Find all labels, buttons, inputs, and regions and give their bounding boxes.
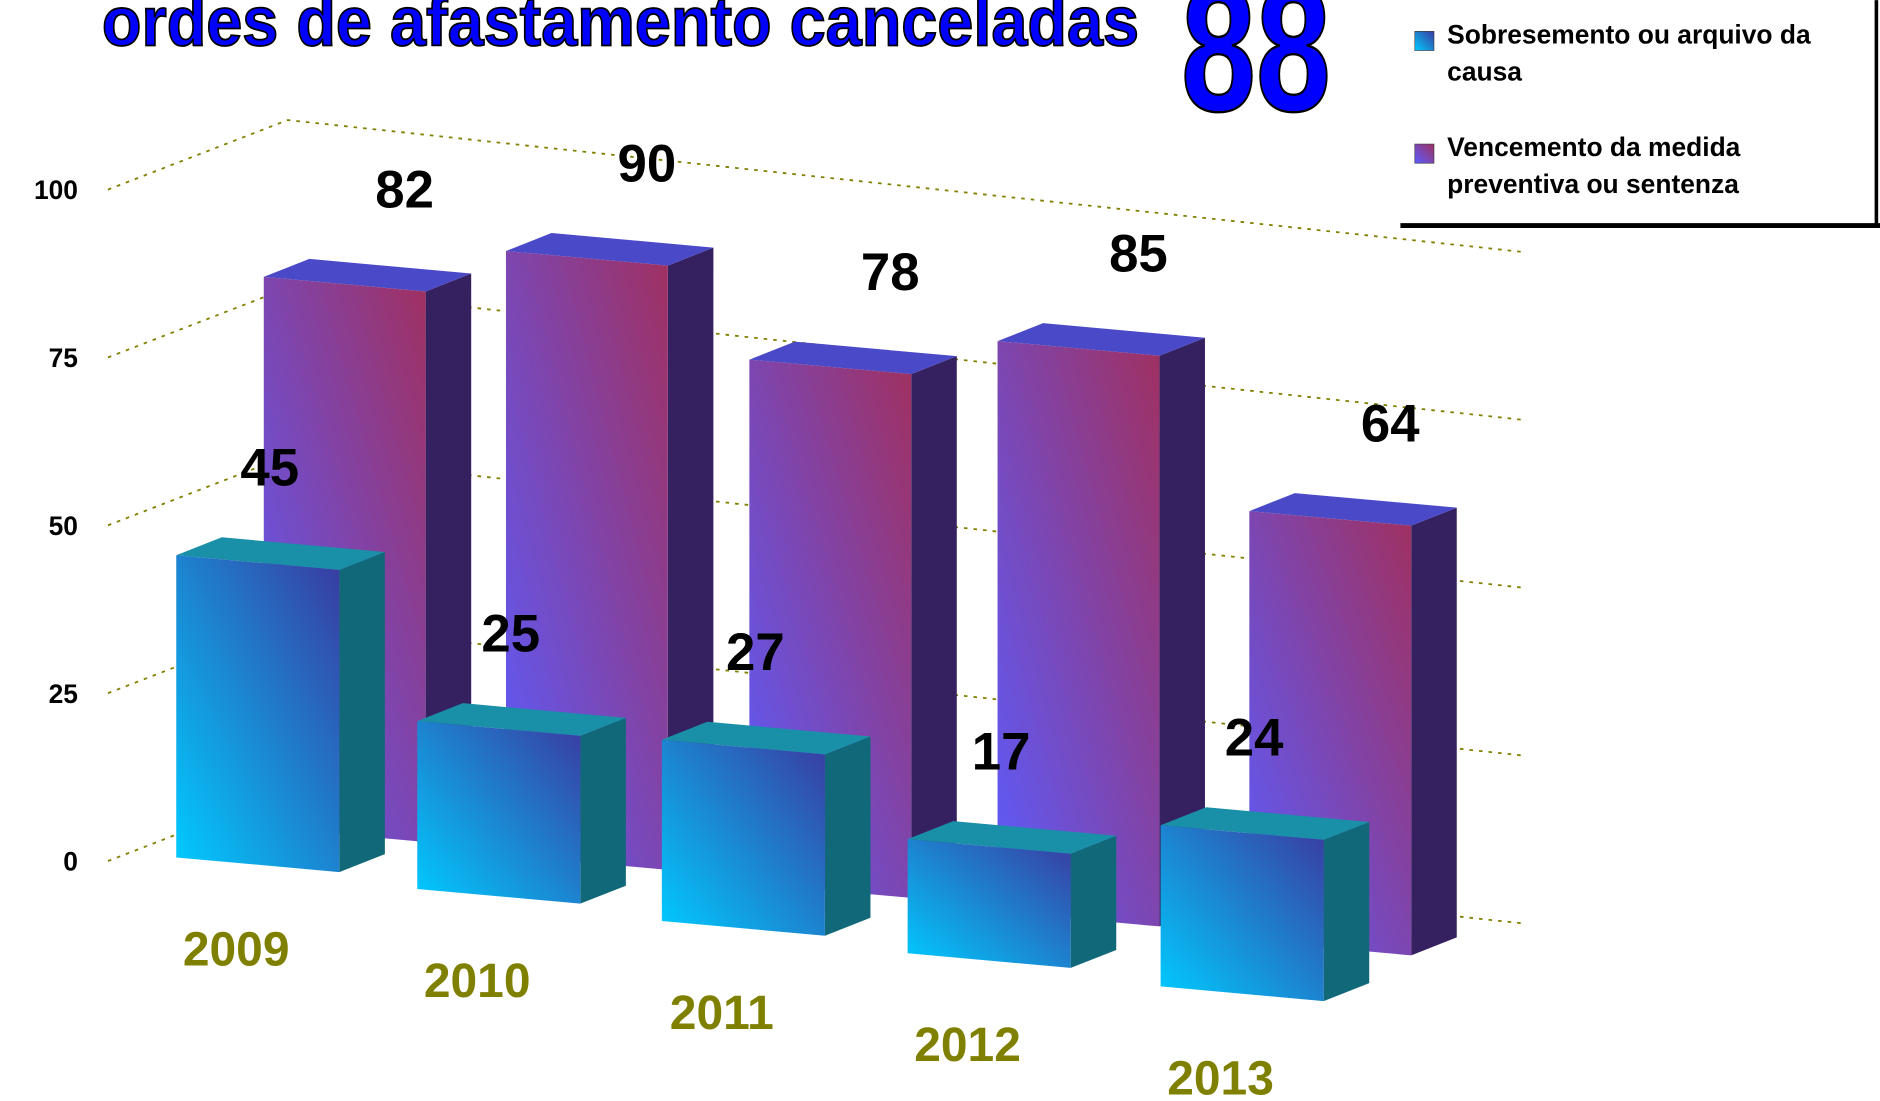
data-label: 85 [1109,225,1168,284]
bar-side [1323,821,1370,1002]
y-tick-label: 50 [49,511,78,541]
chart-title: ordes de afastamento canceladas [102,0,1139,61]
y-tick-label: 100 [34,175,78,205]
total: 88 [1181,0,1331,149]
bar-side [1411,507,1457,956]
legend-entry: Vencemento da medida preventiva ou sente… [1447,132,1741,200]
data-label: 45 [240,439,299,498]
bar [997,323,1205,927]
bar-side [667,247,714,870]
bar-top [749,341,957,375]
data-label: 64 [1361,395,1420,454]
y-tick-label: 75 [49,343,78,373]
x-tick-label: 2013 [1167,1052,1274,1101]
data-label: 27 [726,623,785,682]
bar [1160,807,1370,1002]
data-label: 78 [861,243,920,302]
bar-side [580,717,626,904]
bar-top [505,233,714,266]
bar-top [907,821,1117,854]
bar-front [417,721,581,904]
bar-front [997,341,1160,927]
data-label: 25 [481,605,540,664]
bar-front [176,555,340,873]
x-tick-label: 2011 [670,987,774,1040]
x-tick-label: 2009 [183,923,290,976]
legend-label: Sobresemento ou arquivo da causa [1447,19,1811,87]
bar-side [1070,835,1117,968]
bar-top [1160,807,1370,840]
bar-side [425,273,472,843]
bar-side [1159,337,1205,927]
bar [907,821,1117,968]
data-label: 17 [972,723,1031,782]
bar-top [176,537,385,570]
bar [661,721,871,936]
legend-label: Vencemento da medida preventiva ou sente… [1447,132,1741,200]
bar-front [661,739,825,936]
bar-side [339,551,385,873]
bar-top [263,258,472,292]
data-label: 90 [618,134,677,193]
bar-top [1249,493,1457,526]
data-label: 24 [1225,709,1284,768]
bar-top [661,721,871,755]
x-tick-label: 2012 [914,1019,1021,1072]
x-tick-label: 2010 [424,955,531,1008]
data-label: 82 [375,160,434,219]
bar-top [417,703,626,736]
bar-front [1160,825,1324,1002]
bar [417,703,626,904]
bar-top [997,323,1205,356]
bar-front [907,839,1071,968]
legend-swatch [1414,31,1435,51]
grid-line [107,119,1523,253]
y-tick-label: 25 [49,679,78,709]
bar [176,537,385,873]
legend-swatch [1414,143,1435,164]
bar-side [824,736,871,936]
y-tick-label: 0 [63,847,78,877]
bar-side [911,356,957,898]
legend-entry: Sobresemento ou arquivo da causa [1447,19,1811,87]
